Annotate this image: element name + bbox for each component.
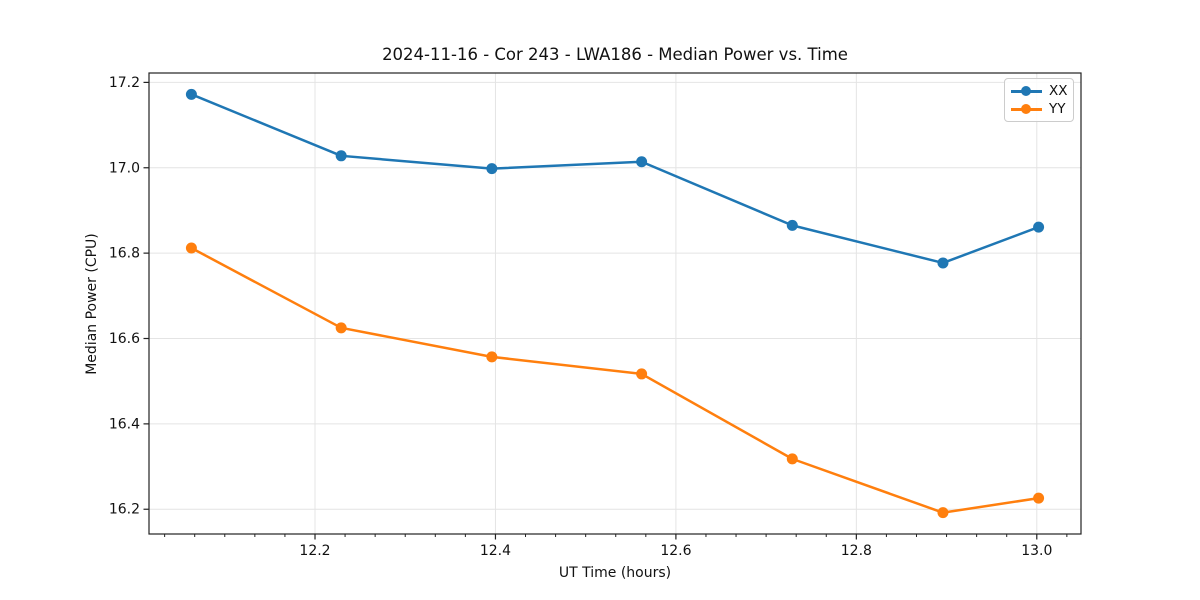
data-point-xx [786,219,798,231]
plot-spines [148,72,1082,535]
x-tick-label: 12.4 [480,543,511,559]
x-tick-label: 13.0 [1021,543,1052,559]
data-point-yy [636,368,648,380]
data-point-yy [335,322,347,334]
data-point-xx [1033,221,1045,233]
legend-marker-swatch-yy [1021,104,1031,114]
legend-sample-xx [1011,86,1042,97]
data-point-xx [636,156,648,168]
data-point-yy [486,351,498,363]
legend-marker-swatch-xx [1021,86,1031,96]
y-tick-label: 16.2 [109,502,140,518]
series-line-yy [190,246,1040,514]
x-tick-label: 12.6 [660,543,691,559]
legend-label-yy: YY [1049,101,1066,117]
y-tick-label: 17.0 [109,160,140,176]
y-tick-label: 16.8 [109,246,140,262]
x-tick-label: 12.2 [299,543,330,559]
legend-item-yy: YY [1011,101,1067,117]
x-tick-label: 12.8 [841,543,872,559]
x-axis-label: UT Time (hours) [558,565,672,581]
data-point-yy [185,242,197,254]
legend: XX YY [1004,78,1074,122]
data-point-xx [486,163,498,175]
y-tick-label: 16.4 [109,416,140,432]
data-point-yy [937,507,949,519]
y-tick-label: 17.2 [109,75,140,91]
data-point-xx [335,150,347,162]
chart-title: 2024-11-16 - Cor 243 - LWA186 - Median P… [382,45,848,64]
y-tick-label: 16.6 [109,331,140,347]
data-point-xx [937,257,949,269]
legend-label-xx: XX [1049,83,1068,99]
series-line-xx [190,93,1040,265]
legend-sample-yy [1011,104,1042,115]
legend-item-xx: XX [1011,83,1068,99]
data-point-xx [185,88,197,100]
data-point-yy [786,453,798,465]
data-point-yy [1033,492,1045,504]
